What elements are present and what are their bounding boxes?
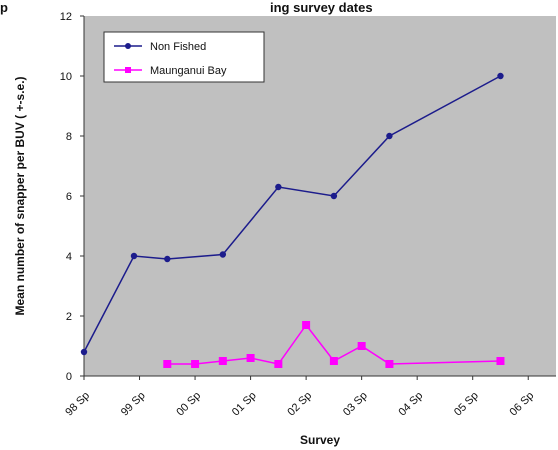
data-point-non-fished [164, 255, 171, 263]
legend-box [103, 31, 265, 83]
data-point-non-fished [386, 132, 393, 140]
data-point-maunganui-bay [218, 357, 227, 365]
data-point-maunganui-bay [163, 360, 172, 368]
data-point-non-fished [330, 192, 338, 200]
y-tick-label: 12 [60, 11, 72, 23]
x-tick-label: 03 Sp [341, 390, 370, 419]
y-tick-label: 6 [66, 191, 72, 203]
y-tick-label: 2 [66, 311, 72, 323]
data-point-maunganui-bay [274, 360, 283, 368]
series-line-non-fished [83, 75, 501, 353]
data-point-maunganui-bay [246, 354, 255, 362]
y-tick-label: 0 [66, 371, 72, 383]
chart-title-fragment: p [0, 0, 8, 15]
y-tick-label: 10 [60, 71, 72, 83]
legend-marker-maunganui-bay [125, 67, 131, 73]
x-tick-label: 02 Sp [285, 390, 314, 419]
y-axis-label: Mean number of snapper per BUV ( +-s.e.) [13, 76, 27, 315]
data-point-non-fished [275, 183, 282, 191]
data-point-maunganui-bay [385, 360, 394, 368]
legend: Non Fished Maunganui Bay [103, 31, 265, 83]
series-line-maunganui-bay [167, 323, 501, 365]
x-ticks: 98 Sp 99 Sp 00 Sp 01 Sp 02 Sp 03 Sp 04 Sp 05 Sp… [63, 376, 536, 418]
data-point-non-fished [80, 348, 88, 356]
data-point-maunganui-bay [191, 360, 200, 368]
data-point-non-fished [497, 72, 504, 80]
y-tick-label: 8 [66, 131, 72, 143]
data-point-maunganui-bay [302, 321, 311, 329]
x-tick-label: 00 Sp [174, 390, 203, 419]
legend-label-maunganui-bay: Maunganui Bay [150, 65, 227, 77]
x-tick-label: 99 Sp [119, 390, 148, 419]
legend-marker-non-fished [125, 43, 131, 49]
x-tick-label: 06 Sp [508, 390, 537, 419]
legend-label-non-fished: Non Fished [150, 41, 206, 53]
data-point-maunganui-bay [496, 357, 505, 365]
chart-title-rest: ing survey dates [270, 0, 373, 15]
data-point-non-fished [130, 252, 138, 260]
data-point-maunganui-bay [329, 357, 338, 365]
x-tick-label: 98 Sp [63, 390, 92, 419]
x-tick-label: 04 Sp [396, 390, 425, 419]
y-ticks: 0 2 4 6 8 10 12 [60, 11, 84, 383]
data-point-maunganui-bay [357, 342, 366, 350]
x-axis-label: Survey [300, 433, 340, 447]
data-point-non-fished [219, 251, 227, 258]
y-tick-label: 4 [66, 251, 72, 263]
x-tick-label: 01 Sp [230, 390, 259, 419]
x-tick-label: 05 Sp [452, 390, 481, 419]
series-layer [80, 72, 505, 368]
